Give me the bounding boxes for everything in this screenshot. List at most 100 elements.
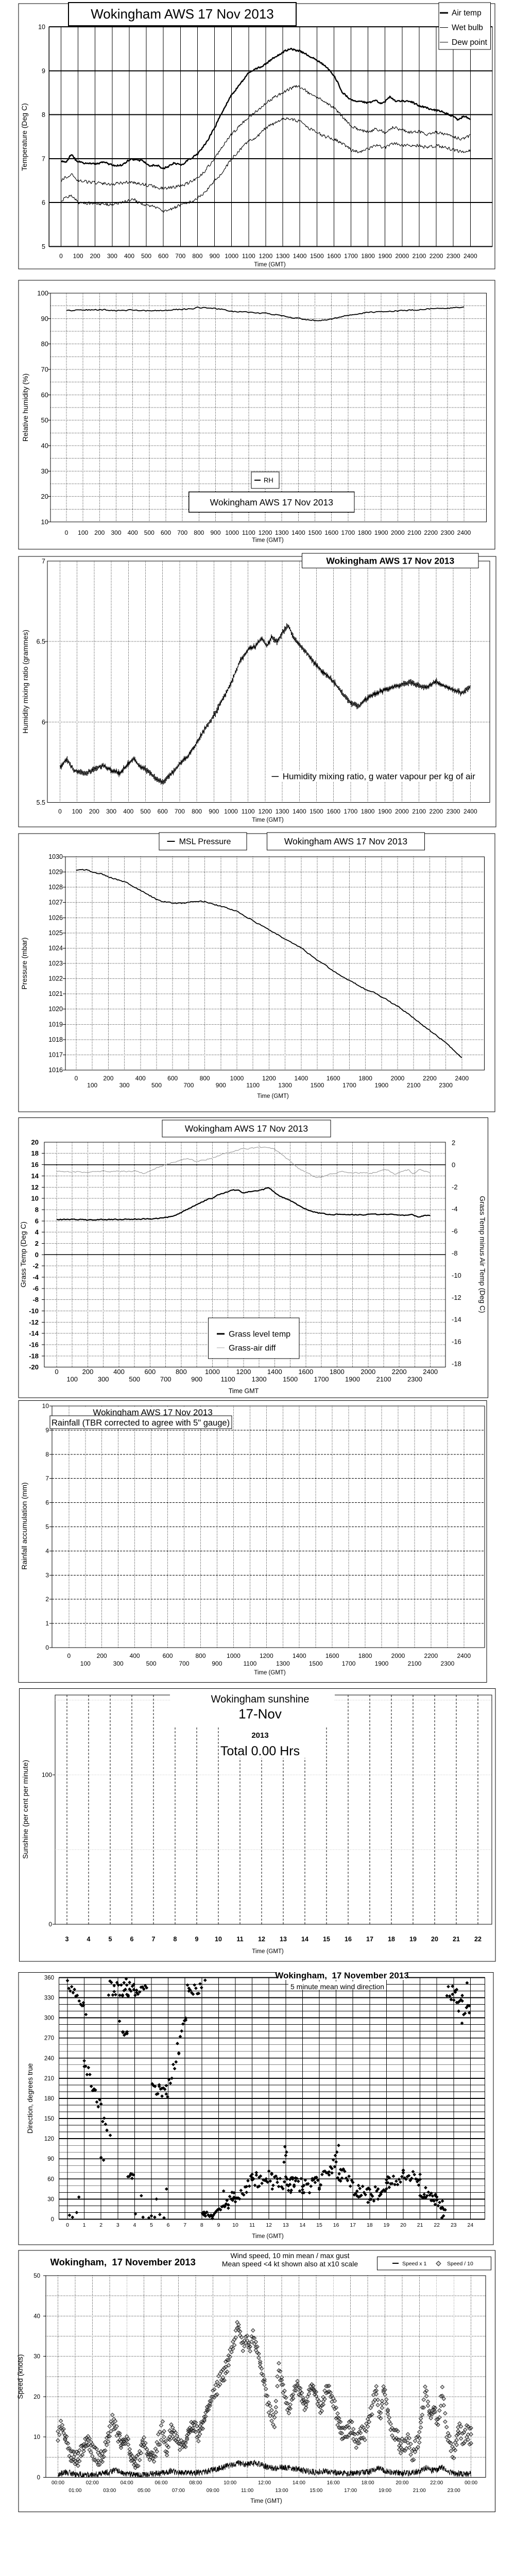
svg-text:24: 24 bbox=[468, 2222, 474, 2228]
svg-text:10: 10 bbox=[31, 1195, 39, 1202]
svg-text:50: 50 bbox=[41, 416, 48, 424]
svg-text:Relative humidity (%): Relative humidity (%) bbox=[21, 374, 29, 442]
svg-text:15:00: 15:00 bbox=[310, 2488, 322, 2494]
svg-text:Wokingham AWS 17 Nov 2013: Wokingham AWS 17 Nov 2013 bbox=[284, 836, 407, 846]
svg-text:1500: 1500 bbox=[309, 1660, 323, 1667]
svg-text:2300: 2300 bbox=[440, 529, 454, 536]
svg-text:210: 210 bbox=[44, 2076, 54, 2082]
svg-text:360: 360 bbox=[44, 1975, 54, 1981]
svg-text:1200: 1200 bbox=[259, 808, 272, 815]
svg-text:18: 18 bbox=[367, 2222, 373, 2228]
svg-text:Time (GMT): Time (GMT) bbox=[254, 262, 286, 268]
svg-text:Time (GMT): Time (GMT) bbox=[250, 2498, 282, 2504]
svg-text:2100: 2100 bbox=[412, 808, 426, 815]
svg-text:200: 200 bbox=[89, 808, 99, 815]
svg-text:200: 200 bbox=[82, 1368, 94, 1376]
svg-text:1600: 1600 bbox=[324, 529, 338, 536]
svg-text:Wokingham AWS 17 Nov 2013: Wokingham AWS 17 Nov 2013 bbox=[326, 556, 454, 566]
svg-text:0: 0 bbox=[55, 1368, 58, 1376]
svg-text:1200: 1200 bbox=[259, 252, 273, 260]
svg-text:4: 4 bbox=[35, 1228, 39, 1236]
svg-text:5 minute mean wind direction: 5 minute mean wind direction bbox=[290, 1982, 384, 1991]
svg-text:-16: -16 bbox=[452, 1338, 461, 1346]
svg-text:40: 40 bbox=[41, 442, 48, 450]
svg-text:1024: 1024 bbox=[48, 944, 63, 952]
svg-text:1500: 1500 bbox=[308, 529, 322, 536]
svg-text:500: 500 bbox=[151, 1082, 162, 1089]
svg-text:1400: 1400 bbox=[267, 1368, 282, 1376]
svg-text:270: 270 bbox=[44, 2036, 54, 2042]
svg-text:1: 1 bbox=[83, 2222, 86, 2228]
svg-text:Grass Temp minus Air Temp (Deg: Grass Temp minus Air Temp (Deg C) bbox=[478, 1196, 487, 1313]
svg-text:17-Nov: 17-Nov bbox=[238, 1706, 282, 1721]
svg-text:07:00: 07:00 bbox=[172, 2488, 185, 2494]
svg-text:Time (GMT): Time (GMT) bbox=[252, 817, 284, 823]
svg-text:18: 18 bbox=[31, 1149, 39, 1157]
svg-text:RH: RH bbox=[264, 477, 273, 484]
svg-text:1016: 1016 bbox=[48, 1066, 63, 1074]
svg-text:Temperature (Deg C): Temperature (Deg C) bbox=[20, 103, 28, 171]
svg-text:-18: -18 bbox=[29, 1352, 39, 1360]
svg-text:70: 70 bbox=[41, 366, 48, 374]
svg-text:1200: 1200 bbox=[262, 1075, 276, 1082]
svg-text:500: 500 bbox=[146, 1660, 157, 1667]
svg-text:19: 19 bbox=[384, 2222, 390, 2228]
svg-text:12: 12 bbox=[258, 1936, 265, 1943]
svg-text:100: 100 bbox=[87, 1082, 97, 1089]
svg-text:-10: -10 bbox=[29, 1307, 39, 1315]
svg-text:06:00: 06:00 bbox=[154, 2480, 167, 2486]
svg-text:1700: 1700 bbox=[341, 529, 355, 536]
svg-text:400: 400 bbox=[124, 252, 134, 260]
svg-text:-6: -6 bbox=[452, 1227, 458, 1235]
svg-text:03:00: 03:00 bbox=[103, 2488, 116, 2494]
svg-text:0: 0 bbox=[51, 2217, 54, 2223]
svg-text:Humidity mixing ratio (grammes: Humidity mixing ratio (grammes) bbox=[21, 630, 29, 733]
svg-text:200: 200 bbox=[97, 1652, 107, 1659]
svg-text:09:00: 09:00 bbox=[207, 2488, 219, 2494]
svg-text:1600: 1600 bbox=[327, 252, 341, 260]
svg-text:Pressure (mbar): Pressure (mbar) bbox=[20, 937, 28, 989]
svg-text:1400: 1400 bbox=[293, 252, 307, 260]
svg-text:-16: -16 bbox=[29, 1341, 39, 1349]
svg-text:13:00: 13:00 bbox=[275, 2488, 288, 2494]
svg-text:2: 2 bbox=[35, 1240, 39, 1247]
svg-text:0: 0 bbox=[45, 1644, 49, 1651]
svg-text:2200: 2200 bbox=[423, 1075, 437, 1082]
svg-text:2300: 2300 bbox=[439, 1082, 453, 1089]
svg-text:-14: -14 bbox=[452, 1316, 461, 1324]
svg-text:400: 400 bbox=[123, 808, 133, 815]
svg-text:Wokingham, 17 November 2013: Wokingham, 17 November 2013 bbox=[50, 2257, 195, 2267]
svg-text:800: 800 bbox=[194, 529, 204, 536]
svg-text:200: 200 bbox=[90, 252, 100, 260]
svg-text:9: 9 bbox=[195, 1936, 199, 1943]
svg-text:18: 18 bbox=[388, 1936, 395, 1943]
svg-text:Wokingham sunshine: Wokingham sunshine bbox=[211, 1694, 310, 1705]
svg-text:100: 100 bbox=[66, 1376, 78, 1383]
svg-text:8: 8 bbox=[35, 1206, 39, 1213]
svg-text:700: 700 bbox=[175, 252, 185, 260]
svg-text:1000: 1000 bbox=[230, 1075, 244, 1082]
svg-text:1030: 1030 bbox=[48, 853, 63, 860]
svg-text:2000: 2000 bbox=[360, 1368, 375, 1376]
svg-text:16: 16 bbox=[345, 1936, 352, 1943]
svg-text:04:00: 04:00 bbox=[121, 2480, 133, 2486]
svg-text:13: 13 bbox=[280, 1936, 287, 1943]
svg-text:800: 800 bbox=[176, 1368, 187, 1376]
svg-text:1300: 1300 bbox=[278, 1082, 292, 1089]
svg-text:1022: 1022 bbox=[48, 975, 63, 982]
svg-text:300: 300 bbox=[44, 2015, 54, 2022]
svg-text:6.5: 6.5 bbox=[37, 638, 45, 646]
svg-text:900: 900 bbox=[191, 1376, 202, 1383]
svg-text:1100: 1100 bbox=[221, 1376, 235, 1383]
svg-text:1: 1 bbox=[45, 1620, 49, 1627]
svg-text:Speed x 1: Speed x 1 bbox=[402, 2261, 426, 2267]
svg-text:1600: 1600 bbox=[298, 1368, 313, 1376]
svg-text:11:00: 11:00 bbox=[241, 2488, 254, 2494]
svg-text:2200: 2200 bbox=[430, 252, 443, 260]
svg-text:1100: 1100 bbox=[243, 1660, 256, 1667]
svg-text:1026: 1026 bbox=[48, 914, 63, 921]
svg-text:1800: 1800 bbox=[358, 529, 372, 536]
svg-text:500: 500 bbox=[144, 529, 154, 536]
svg-text:Total 0.00 Hrs: Total 0.00 Hrs bbox=[220, 1744, 300, 1758]
svg-text:Grass Temp (Deg C): Grass Temp (Deg C) bbox=[19, 1222, 27, 1287]
